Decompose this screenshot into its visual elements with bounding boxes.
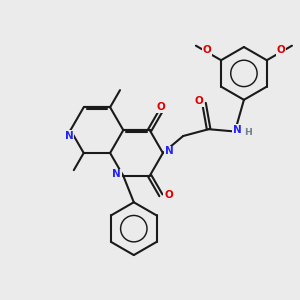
Text: N: N (112, 169, 121, 179)
Text: N: N (165, 146, 174, 157)
Text: O: O (277, 45, 285, 55)
Text: N: N (233, 125, 242, 135)
Text: O: O (194, 96, 203, 106)
Text: H: H (244, 128, 252, 137)
Text: O: O (202, 45, 211, 55)
Text: O: O (164, 190, 173, 200)
Text: O: O (157, 102, 165, 112)
Text: N: N (64, 130, 74, 140)
